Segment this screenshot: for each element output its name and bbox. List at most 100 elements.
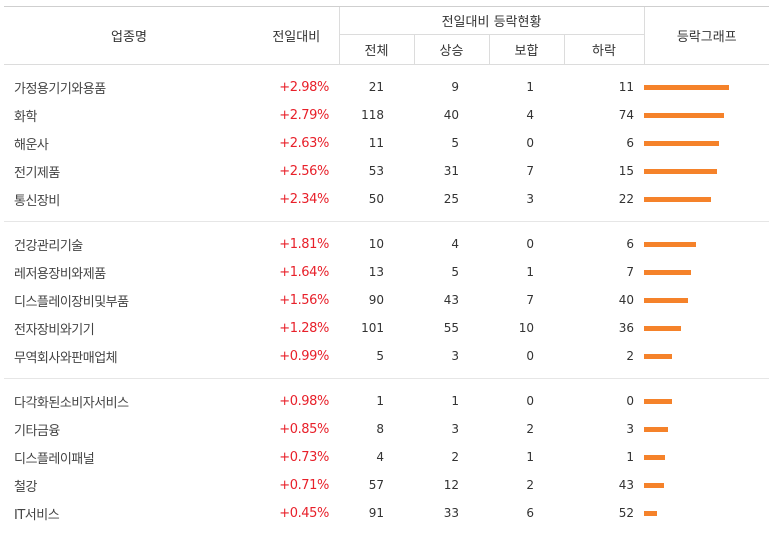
count-up: 1 xyxy=(451,394,459,408)
table-row[interactable]: 전기제품 +2.56% 53 31 7 15 xyxy=(4,157,769,185)
count-up: 3 xyxy=(451,349,459,363)
table-row[interactable]: 가정용기기와용품 +2.98% 21 9 1 11 xyxy=(4,73,769,101)
industry-name[interactable]: 디스플레이패널 xyxy=(14,451,95,467)
table-row[interactable]: 다각화된소비자서비스 +0.98% 1 1 0 0 xyxy=(4,387,769,415)
count-up: 5 xyxy=(451,265,459,279)
count-up: 40 xyxy=(443,108,459,122)
industry-name[interactable]: IT서비스 xyxy=(14,507,60,523)
count-down: 3 xyxy=(626,422,634,436)
header-change-rate: 전일대비 xyxy=(254,6,339,65)
table-row[interactable]: 철강 +0.71% 57 12 2 43 xyxy=(4,471,769,499)
count-down: 43 xyxy=(618,478,634,492)
count-down: 22 xyxy=(618,192,634,206)
industry-name[interactable]: 철강 xyxy=(14,479,37,495)
table-row[interactable]: 디스플레이패널 +0.73% 4 2 1 1 xyxy=(4,443,769,471)
industry-name[interactable]: 다각화된소비자서비스 xyxy=(14,395,129,411)
count-flat: 2 xyxy=(526,422,534,436)
industry-name[interactable]: 레저용장비와제품 xyxy=(14,266,106,282)
change-rate: +1.64% xyxy=(279,264,329,280)
count-down: 1 xyxy=(626,450,634,464)
industry-name[interactable]: 통신장비 xyxy=(14,193,60,209)
change-graph xyxy=(644,443,769,471)
count-flat: 1 xyxy=(526,450,534,464)
count-down: 0 xyxy=(626,394,634,408)
change-rate: +2.98% xyxy=(279,79,329,95)
count-down: 6 xyxy=(626,237,634,251)
change-graph xyxy=(644,415,769,443)
change-graph xyxy=(644,101,769,129)
table-row[interactable]: IT서비스 +0.45% 91 33 6 52 xyxy=(4,499,769,527)
change-bar xyxy=(644,297,688,303)
header-graph: 등락그래프 xyxy=(643,6,769,65)
count-down: 15 xyxy=(618,164,634,178)
change-rate: +1.81% xyxy=(279,236,329,252)
change-graph xyxy=(644,387,769,415)
count-up: 33 xyxy=(443,506,459,520)
count-up: 43 xyxy=(443,293,459,307)
count-total: 10 xyxy=(368,237,384,251)
industry-name[interactable]: 화학 xyxy=(14,109,37,125)
table-row[interactable]: 해운사 +2.63% 11 5 0 6 xyxy=(4,129,769,157)
table-row[interactable]: 화학 +2.79% 118 40 4 74 xyxy=(4,101,769,129)
change-bar xyxy=(644,269,691,275)
count-total: 53 xyxy=(368,164,384,178)
change-rate: +1.28% xyxy=(279,320,329,336)
change-bar xyxy=(644,241,696,247)
change-bar xyxy=(644,112,724,118)
count-total: 90 xyxy=(368,293,384,307)
change-graph xyxy=(644,129,769,157)
industry-name[interactable]: 가정용기기와용품 xyxy=(14,81,106,97)
header-total: 전체 xyxy=(338,34,414,65)
industry-name[interactable]: 전자장비와기기 xyxy=(14,322,95,338)
table-row[interactable]: 무역회사와판매업체 +0.99% 5 3 0 2 xyxy=(4,342,769,370)
change-bar xyxy=(644,84,729,90)
table-row[interactable]: 건강관리기술 +1.81% 10 4 0 6 xyxy=(4,230,769,258)
change-bar xyxy=(644,398,672,404)
industry-name[interactable]: 무역회사와판매업체 xyxy=(14,350,118,366)
change-rate: +0.71% xyxy=(279,477,329,493)
count-up: 2 xyxy=(451,450,459,464)
count-total: 11 xyxy=(368,136,384,150)
count-flat: 0 xyxy=(526,394,534,408)
industry-name[interactable]: 전기제품 xyxy=(14,165,60,181)
change-bar xyxy=(644,196,711,202)
table-row[interactable]: 레저용장비와제품 +1.64% 13 5 1 7 xyxy=(4,258,769,286)
table-row[interactable]: 통신장비 +2.34% 50 25 3 22 xyxy=(4,185,769,213)
change-rate: +0.98% xyxy=(279,393,329,409)
change-graph xyxy=(644,185,769,213)
change-graph xyxy=(644,258,769,286)
table-row[interactable]: 디스플레이장비및부품 +1.56% 90 43 7 40 xyxy=(4,286,769,314)
count-down: 74 xyxy=(618,108,634,122)
count-flat: 10 xyxy=(518,321,534,335)
count-flat: 1 xyxy=(526,265,534,279)
change-rate: +0.99% xyxy=(279,348,329,364)
change-bar xyxy=(644,325,681,331)
table-row[interactable]: 전자장비와기기 +1.28% 101 55 10 36 xyxy=(4,314,769,342)
count-flat: 7 xyxy=(526,293,534,307)
change-bar xyxy=(644,140,719,146)
count-up: 25 xyxy=(443,192,459,206)
change-bar xyxy=(644,353,672,359)
count-total: 13 xyxy=(368,265,384,279)
change-rate: +2.56% xyxy=(279,163,329,179)
count-total: 57 xyxy=(368,478,384,492)
header-industry: 업종명 xyxy=(4,6,254,65)
industry-change-table: 업종명 전일대비 전일대비 등락현황 등락그래프 전체 상승 보합 하락 가정용… xyxy=(4,6,769,535)
industry-name[interactable]: 건강관리기술 xyxy=(14,238,83,254)
count-down: 7 xyxy=(626,265,634,279)
count-up: 5 xyxy=(451,136,459,150)
table-row[interactable]: 기타금융 +0.85% 8 3 2 3 xyxy=(4,415,769,443)
industry-name[interactable]: 기타금융 xyxy=(14,423,60,439)
change-rate: +0.45% xyxy=(279,505,329,521)
header-down: 하락 xyxy=(563,34,644,65)
count-total: 21 xyxy=(368,80,384,94)
count-total: 4 xyxy=(376,450,384,464)
header-up: 상승 xyxy=(413,34,489,65)
table-body: 가정용기기와용품 +2.98% 21 9 1 11 화학 +2.79% 118 40 4 74 해운사 +… xyxy=(4,65,769,536)
industry-name[interactable]: 해운사 xyxy=(14,137,49,153)
change-rate: +2.63% xyxy=(279,135,329,151)
count-down: 11 xyxy=(618,80,634,94)
industry-name[interactable]: 디스플레이장비및부품 xyxy=(14,294,129,310)
change-graph xyxy=(644,230,769,258)
count-total: 101 xyxy=(361,321,384,335)
